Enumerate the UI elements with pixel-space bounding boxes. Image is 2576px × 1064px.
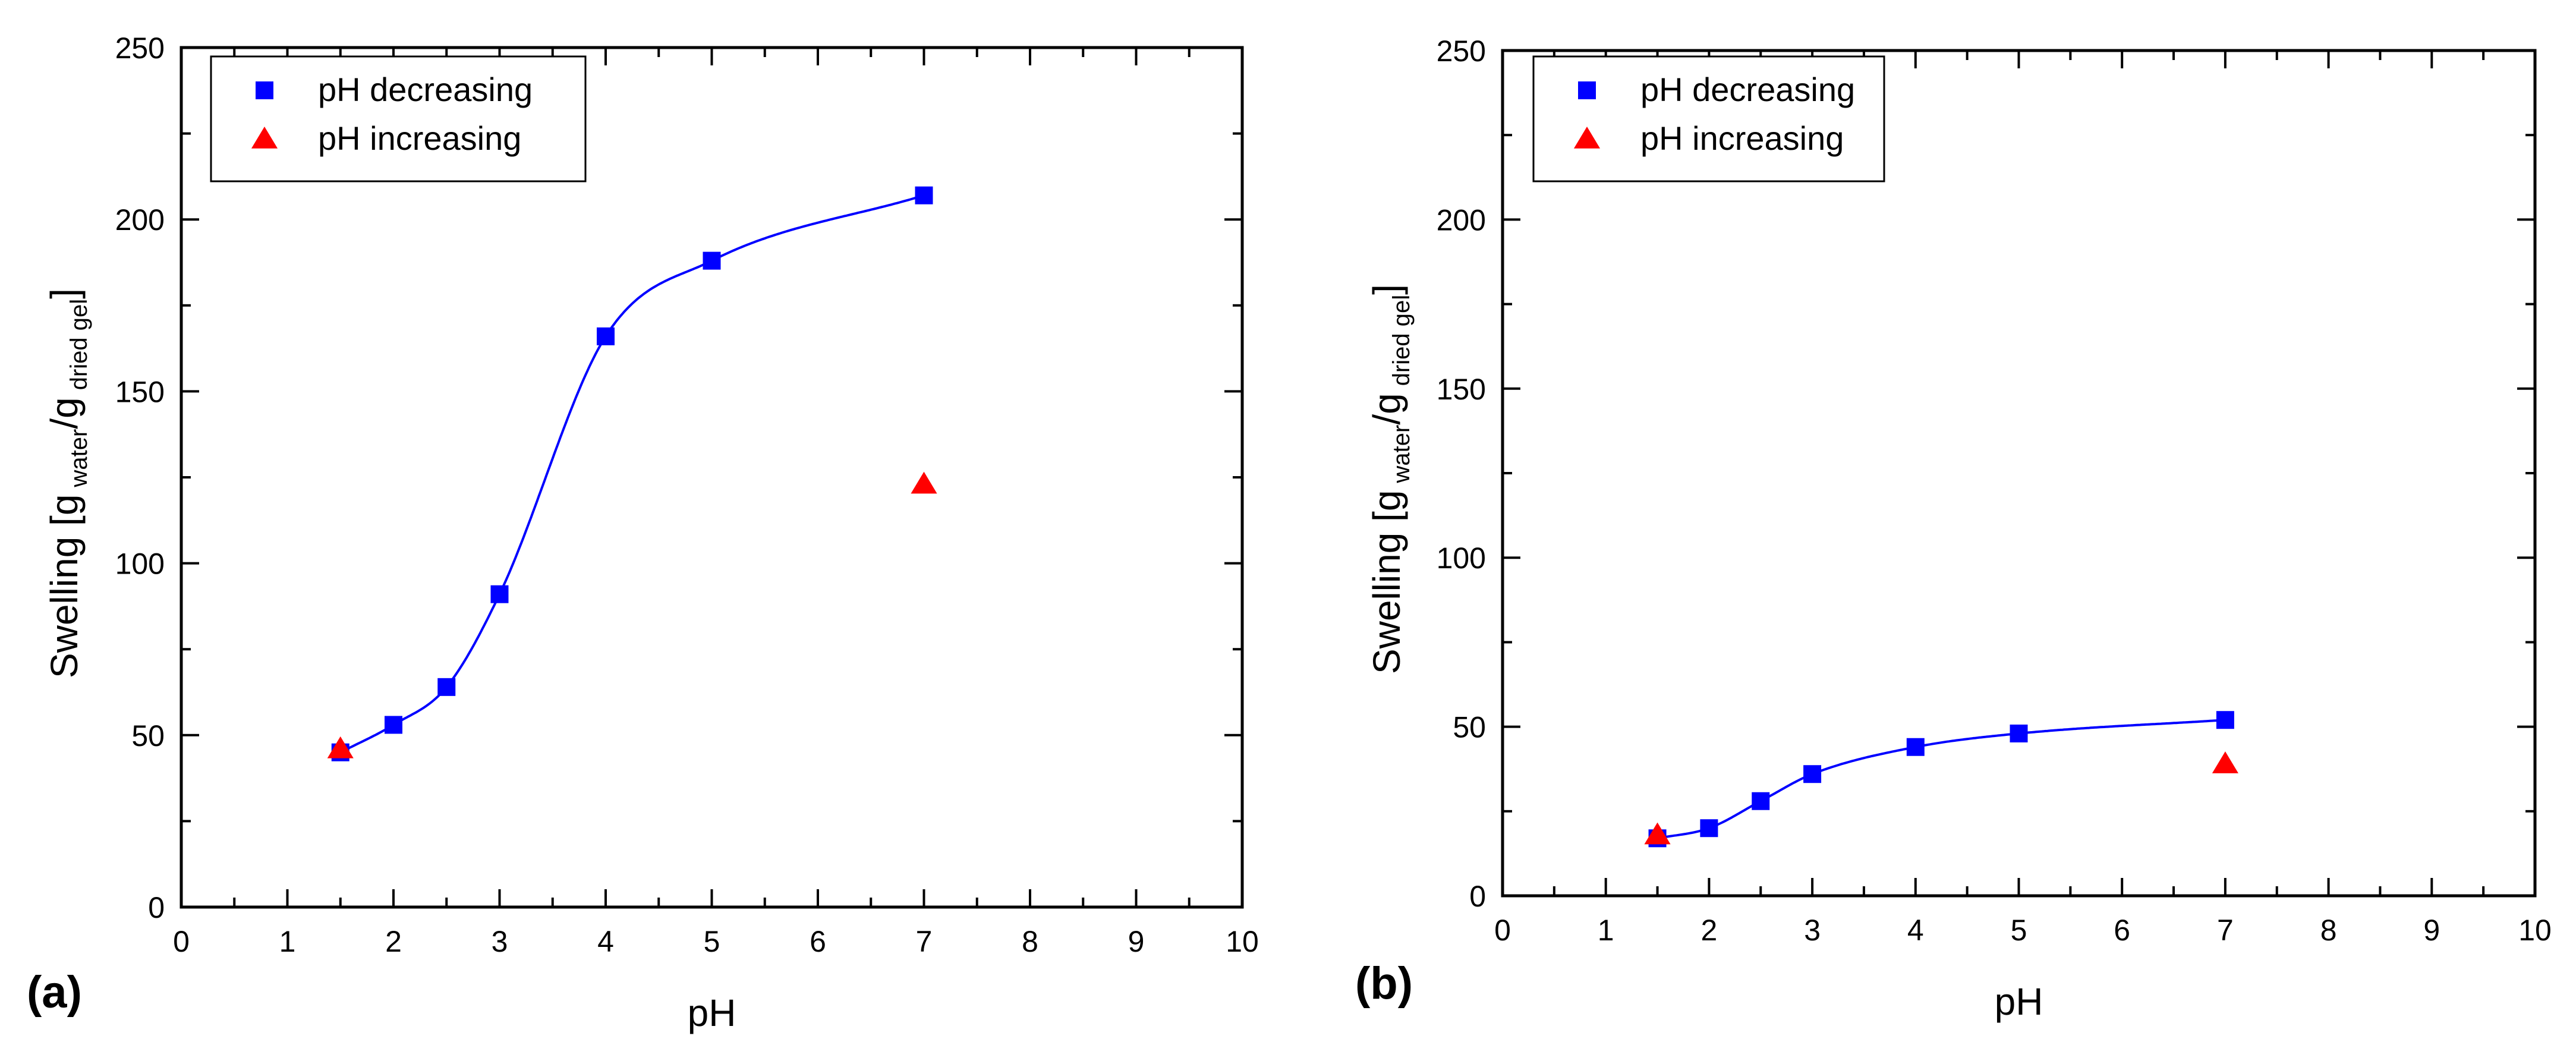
legend-marker: [1578, 81, 1596, 99]
x-tick-label: 0: [1494, 914, 1511, 947]
y-axis-title-sub1: water: [1388, 425, 1415, 484]
y-tick-label: 100: [115, 547, 165, 581]
y-axis-title: Swelling [g water/g dried gel]: [43, 288, 92, 678]
x-tick-label: 8: [2320, 914, 2337, 947]
x-tick-label: 3: [492, 925, 508, 958]
y-axis-title-suffix: ]: [43, 288, 86, 299]
y-tick-label: 150: [1437, 373, 1486, 406]
y-tick-label: 200: [115, 203, 165, 237]
panel-label: (a): [27, 967, 82, 1018]
legend-marker: [256, 81, 273, 99]
y-tick-label: 100: [1437, 542, 1486, 575]
data-point: [437, 678, 456, 696]
legend-box: [1532, 55, 1885, 182]
legend-label: pH increasing: [318, 119, 521, 157]
legend: pH decreasing pH increasing: [210, 55, 587, 182]
series-ph-decreasing: [331, 186, 933, 761]
x-tick-label: 5: [704, 925, 720, 958]
data-point: [2010, 724, 2028, 742]
x-tick-label: 4: [1907, 914, 1924, 947]
x-tick-label: 10: [2518, 914, 2552, 947]
series-ph-increasing: [1644, 751, 2238, 845]
data-point: [1803, 765, 1822, 783]
data-point: [2216, 711, 2234, 729]
legend: pH decreasing pH increasing: [1532, 55, 1885, 182]
fit-line: [339, 194, 925, 754]
x-tick-label: 4: [597, 925, 614, 958]
data-point: [1752, 792, 1770, 810]
x-tick-label: 3: [1804, 914, 1821, 947]
x-tick-label: 7: [916, 925, 933, 958]
data-point: [385, 716, 402, 734]
series-ph-decreasing: [1648, 711, 2234, 848]
y-axis-title-mid: /g: [43, 397, 86, 429]
y-tick-label: 250: [1437, 34, 1486, 68]
y-tick-label: 250: [115, 32, 165, 65]
x-tick-label: 10: [1226, 925, 1259, 958]
data-point: [597, 327, 615, 345]
panel-label: (b): [1355, 958, 1413, 1009]
y-axis-title-mid: /g: [1365, 393, 1408, 424]
fit-line: [1657, 719, 2226, 840]
x-tick-label: 8: [1022, 925, 1038, 958]
x-axis: 0 1 2 3 4 5 6 7 8 9 10: [173, 48, 1259, 958]
y-axis: 0 50 100 150 200 250: [1437, 34, 2535, 913]
data-point: [327, 736, 354, 758]
y-tick-label: 200: [1437, 203, 1486, 237]
x-tick-label: 0: [173, 925, 190, 958]
y-axis-title-prefix: Swelling [g: [1365, 490, 1408, 674]
y-axis-title-prefix: Swelling [g: [43, 494, 86, 678]
y-tick-label: 0: [148, 891, 165, 924]
x-tick-label: 2: [385, 925, 402, 958]
data-point: [1700, 819, 1718, 838]
data-point: [490, 585, 509, 603]
legend-marker: [1573, 127, 1601, 149]
x-tick-label: 1: [279, 925, 296, 958]
y-tick-label: 50: [131, 719, 165, 753]
legend-label: pH decreasing: [318, 71, 533, 108]
legend-marker: [251, 127, 278, 149]
y-axis-title-sub2: dried gel: [1388, 295, 1415, 386]
x-tick-label: 6: [2114, 914, 2130, 947]
y-axis-title-suffix: ]: [1365, 284, 1408, 295]
x-tick-label: 1: [1598, 914, 1614, 947]
data-point: [1644, 822, 1671, 845]
y-tick-label: 0: [1469, 880, 1486, 913]
x-tick-label: 9: [1128, 925, 1145, 958]
x-axis-title: pH: [688, 991, 736, 1034]
legend-label: pH increasing: [1640, 119, 1844, 157]
data-point: [915, 186, 933, 204]
y-tick-label: 150: [115, 375, 165, 408]
x-axis: 0 1 2 3 4 5 6 7 8 9 10: [1494, 51, 2552, 947]
data-point: [703, 251, 721, 270]
legend-box: [210, 55, 587, 182]
y-axis-title-sub1: water: [66, 429, 92, 488]
series-ph-increasing: [327, 471, 937, 758]
legend-label: pH decreasing: [1640, 71, 1855, 108]
data-point: [1906, 738, 1925, 756]
x-tick-label: 2: [1700, 914, 1717, 947]
data-point: [2212, 751, 2238, 773]
x-tick-label: 9: [2423, 914, 2440, 947]
data-point: [911, 471, 937, 494]
x-axis-title: pH: [1995, 980, 2043, 1023]
x-tick-label: 7: [2217, 914, 2234, 947]
y-tick-label: 50: [1453, 711, 1486, 744]
y-axis-title: Swelling [g water/g dried gel]: [1365, 284, 1415, 674]
y-axis: 0 50 100 150 200 250: [115, 32, 1242, 924]
y-axis-title-sub2: dried gel: [66, 299, 92, 390]
x-tick-label: 5: [2011, 914, 2027, 947]
x-tick-label: 6: [810, 925, 826, 958]
